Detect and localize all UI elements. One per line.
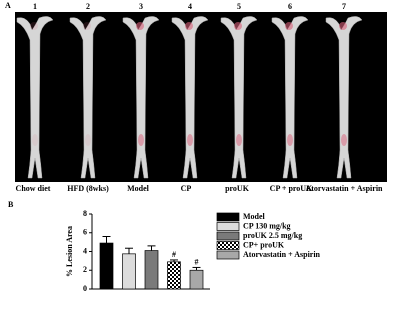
lesion bbox=[236, 134, 242, 146]
legend-swatch bbox=[216, 241, 240, 250]
lesion bbox=[136, 22, 144, 30]
y-tick-label: 6 bbox=[83, 228, 87, 237]
y-tick-label: 4 bbox=[83, 246, 87, 255]
lesion bbox=[339, 22, 347, 30]
bar bbox=[189, 269, 204, 290]
lane-number: 4 bbox=[188, 2, 192, 11]
aorta bbox=[69, 16, 107, 179]
bar bbox=[144, 250, 159, 290]
legend-swatch bbox=[216, 231, 240, 241]
y-axis-label: % Lesion Area bbox=[65, 226, 74, 277]
legend-label: CP+ proUK bbox=[243, 240, 285, 249]
lane-number: 2 bbox=[86, 2, 90, 11]
panel-label: B bbox=[8, 200, 14, 209]
lane-label: proUK bbox=[225, 184, 250, 193]
y-tick-label: 0 bbox=[83, 284, 87, 293]
lesion bbox=[85, 134, 91, 146]
bar bbox=[122, 253, 136, 290]
bar bbox=[167, 261, 181, 290]
lesion bbox=[287, 134, 293, 146]
lane-label: Model bbox=[127, 184, 150, 193]
legend-swatch bbox=[216, 212, 240, 222]
lane-number: 5 bbox=[237, 2, 241, 11]
lesion bbox=[138, 134, 144, 146]
panel-label: A bbox=[5, 1, 11, 10]
lesion bbox=[83, 22, 91, 30]
lesion bbox=[285, 22, 293, 30]
lesion bbox=[185, 22, 193, 30]
annotation: # bbox=[195, 257, 199, 266]
lane-label: Atorvastatin + Aspirin bbox=[305, 184, 383, 193]
aorta bbox=[16, 16, 54, 179]
legend-swatch bbox=[216, 222, 240, 231]
annotation: # bbox=[172, 250, 176, 259]
lesion bbox=[187, 134, 193, 146]
lesion bbox=[30, 22, 38, 30]
legend-label: Model bbox=[243, 212, 266, 221]
lane-number: 6 bbox=[288, 2, 292, 11]
legend-label: CP 130 mg/kg bbox=[243, 221, 291, 230]
legend-label: Atorvastatin + Aspirin bbox=[243, 250, 321, 259]
photo-background bbox=[15, 12, 387, 182]
lesion bbox=[32, 134, 38, 146]
lesion bbox=[341, 134, 347, 146]
lane-number: 7 bbox=[342, 2, 346, 11]
legend-label: proUK 2.5 mg/kg bbox=[243, 231, 302, 240]
lane-label: CP + proUK bbox=[270, 184, 313, 193]
lane-number: 1 bbox=[33, 2, 37, 11]
y-tick-label: 8 bbox=[83, 209, 87, 218]
legend-swatch bbox=[216, 250, 240, 260]
lane-label: HFD (8wks) bbox=[67, 184, 109, 193]
bar bbox=[99, 242, 114, 290]
lesion bbox=[234, 22, 242, 30]
lane-number: 3 bbox=[139, 2, 143, 11]
lane-label: CP bbox=[181, 184, 192, 193]
y-tick-label: 2 bbox=[83, 265, 87, 274]
lane-label: Chow diet bbox=[16, 184, 51, 193]
